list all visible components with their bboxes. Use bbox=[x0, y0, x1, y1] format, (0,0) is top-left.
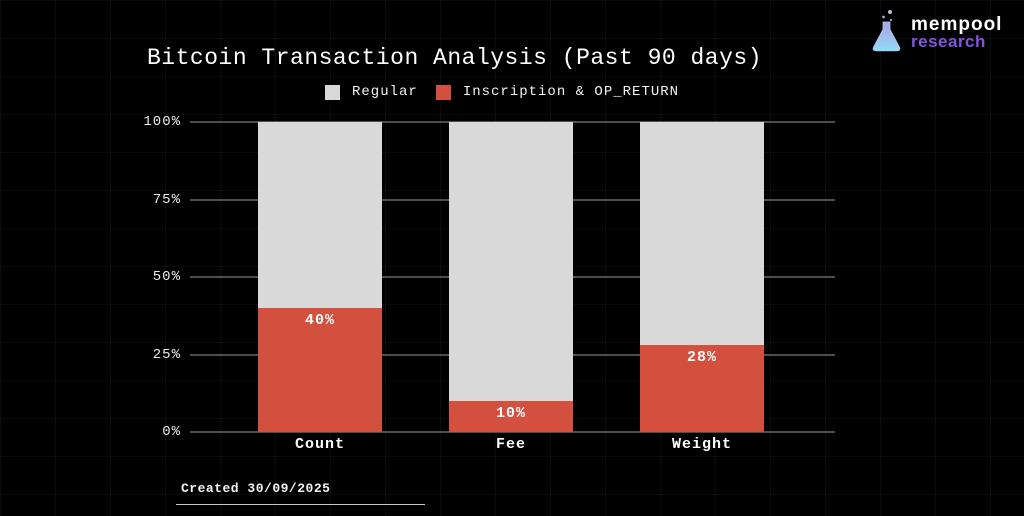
chart-legend: Regular Inscription & OP_RETURN bbox=[325, 84, 679, 100]
bar-value-label: 10% bbox=[495, 405, 526, 422]
brand-logo: mempool research bbox=[868, 8, 1002, 58]
y-axis-tick-label: 50% bbox=[152, 269, 181, 285]
x-axis-tick-label: Weight bbox=[671, 436, 732, 453]
brand-name: mempool bbox=[911, 14, 1003, 35]
x-axis-tick-label: Count bbox=[294, 436, 345, 453]
y-axis-tick-label: 0% bbox=[162, 424, 181, 440]
bar-segment-regular bbox=[640, 122, 764, 346]
bar-value-label: 40% bbox=[304, 312, 335, 329]
bar-weight: 28% bbox=[640, 122, 764, 432]
bar-segment-regular bbox=[258, 122, 382, 308]
brand-subtitle: research bbox=[911, 32, 986, 51]
x-axis-tick-label: Fee bbox=[495, 436, 526, 453]
y-axis-tick-label: 25% bbox=[152, 346, 181, 363]
created-date-label: Created 30/09/2025 bbox=[181, 481, 331, 496]
gridline bbox=[190, 431, 835, 433]
bar-fee: 10% bbox=[449, 122, 573, 432]
legend-swatch bbox=[325, 84, 340, 100]
bar-segment-inscription: 10% bbox=[449, 401, 573, 432]
legend-label: Inscription & OP_RETURN bbox=[462, 84, 680, 100]
flask-icon bbox=[868, 8, 904, 58]
legend-label: Regular bbox=[352, 84, 418, 100]
legend-swatch bbox=[435, 84, 451, 100]
y-axis-tick-label: 75% bbox=[152, 191, 181, 208]
bar-value-label: 28% bbox=[686, 349, 717, 367]
created-date-block: Created 30/09/2025 bbox=[176, 477, 425, 505]
legend-item: Inscription & OP_RETURN bbox=[435, 84, 680, 100]
bar-count: 40% bbox=[258, 122, 382, 432]
legend-item: Regular bbox=[325, 84, 418, 100]
plot-area: 0% 25% 50% 75% 100% 40% 10% 28% bbox=[143, 114, 835, 440]
bar-segment-inscription: 40% bbox=[258, 308, 382, 432]
y-axis-tick-label: 100% bbox=[143, 114, 181, 130]
bar-segment-inscription: 28% bbox=[640, 345, 764, 432]
bar-segment-regular bbox=[449, 122, 573, 401]
page-title: Bitcoin Transaction Analysis (Past 90 da… bbox=[147, 45, 762, 71]
